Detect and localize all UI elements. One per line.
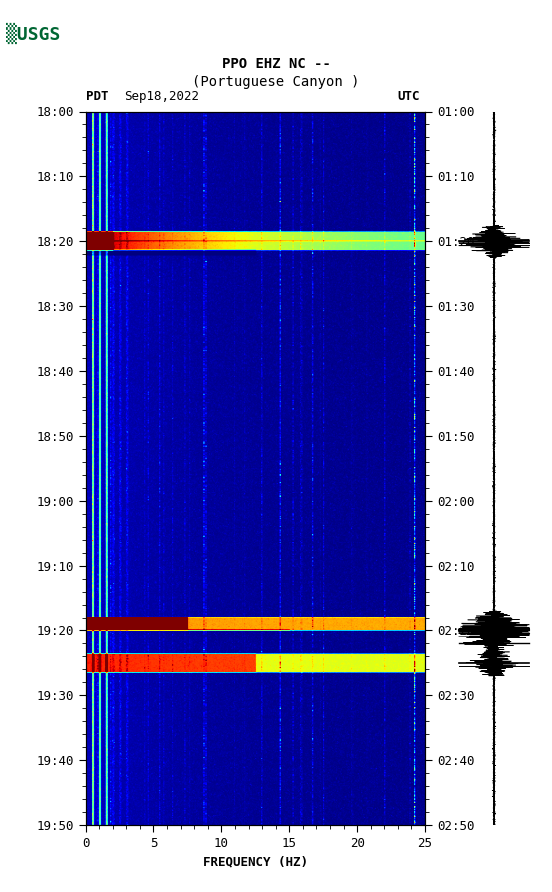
- Text: (Portuguese Canyon ): (Portuguese Canyon ): [192, 75, 360, 89]
- Text: Sep18,2022: Sep18,2022: [124, 89, 199, 103]
- Text: UTC: UTC: [397, 89, 420, 103]
- Text: PPO EHZ NC --: PPO EHZ NC --: [221, 57, 331, 71]
- Text: PDT: PDT: [86, 89, 108, 103]
- Text: ▒USGS: ▒USGS: [6, 22, 60, 44]
- X-axis label: FREQUENCY (HZ): FREQUENCY (HZ): [203, 855, 308, 869]
